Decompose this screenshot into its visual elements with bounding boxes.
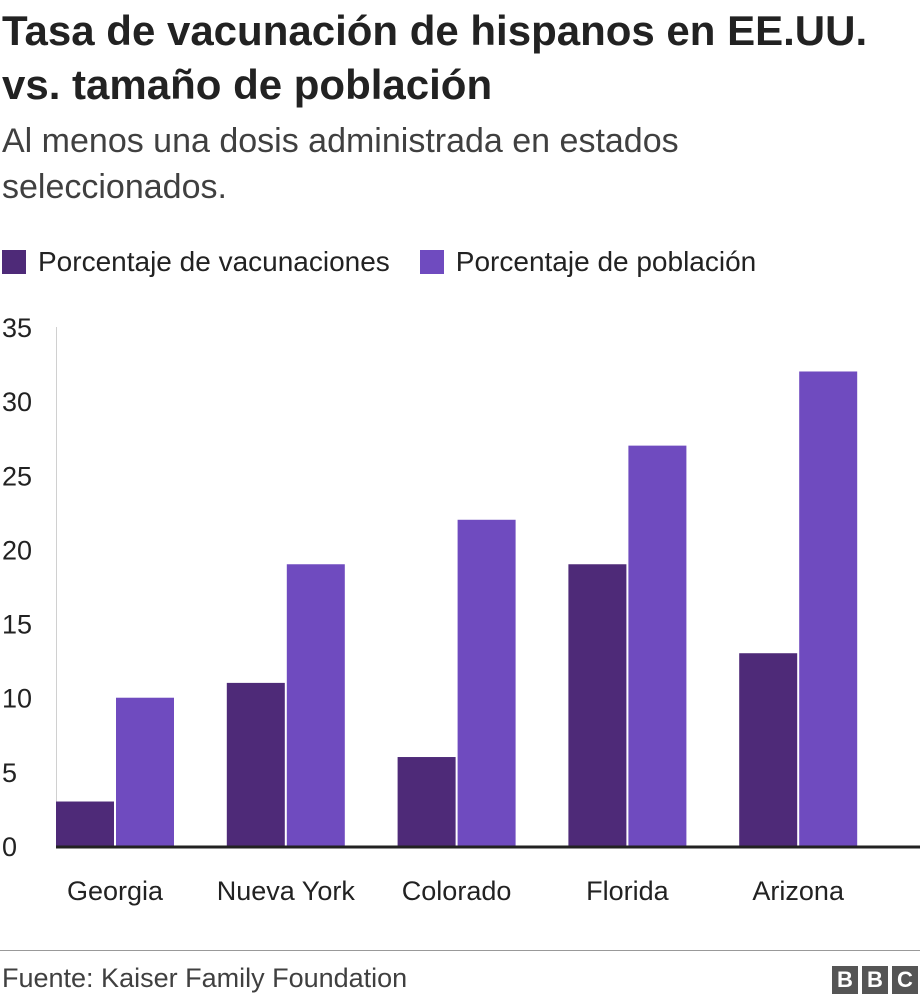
bar-population <box>628 445 687 846</box>
bar-population <box>799 371 858 846</box>
x-category-label: Colorado <box>402 876 512 906</box>
chart-subtitle: Al menos una dosis administrada en estad… <box>2 122 679 206</box>
bar-vaccinations <box>226 682 285 846</box>
bar-vaccinations <box>739 653 798 846</box>
y-tick-label: 15 <box>2 610 32 640</box>
x-category-label: Georgia <box>67 876 164 906</box>
bar-population <box>286 564 345 846</box>
logo-letter: C <box>892 966 918 994</box>
x-category-label: Arizona <box>752 876 845 906</box>
bar-vaccinations <box>397 757 456 846</box>
x-category-label: Nueva York <box>217 876 356 906</box>
logo-letter: B <box>862 966 888 994</box>
bar-vaccinations <box>56 801 114 846</box>
legend-swatch-population <box>419 250 444 274</box>
bar-chart: 0 5 10 15 20 25 30 35 Georgia Nueva York Colorado F… <box>2 313 920 906</box>
chart-legend: Porcentaje de vacunaciones Porcentaje de… <box>2 242 786 282</box>
y-tick-label: 25 <box>2 461 32 491</box>
bar-population <box>116 697 174 846</box>
legend-swatch-vaccinations <box>2 250 26 274</box>
legend-label-vaccinations: Porcentaje de vacunaciones <box>38 246 390 277</box>
bar-population <box>457 519 516 846</box>
y-tick-label: 30 <box>2 387 32 417</box>
y-tick-label: 35 <box>2 313 32 343</box>
y-tick-label: 5 <box>2 758 17 788</box>
x-category-label: Florida <box>586 876 670 906</box>
legend-item-population: Porcentaje de población <box>419 246 757 278</box>
legend-item-vaccinations: Porcentaje de vacunaciones <box>2 246 390 278</box>
footer-divider <box>0 950 920 951</box>
y-tick-label: 20 <box>2 535 32 565</box>
y-tick-label: 10 <box>2 684 32 714</box>
legend-label-population: Porcentaje de población <box>455 246 757 277</box>
bbc-logo: B B C <box>828 966 918 994</box>
bar-vaccinations <box>568 564 627 846</box>
chart-title: Tasa de vacunación de hispanos en EE.UU.… <box>2 7 868 108</box>
y-tick-label: 0 <box>2 832 17 862</box>
logo-letter: B <box>832 966 858 994</box>
source-note: Fuente: Kaiser Family Foundation <box>2 963 408 993</box>
